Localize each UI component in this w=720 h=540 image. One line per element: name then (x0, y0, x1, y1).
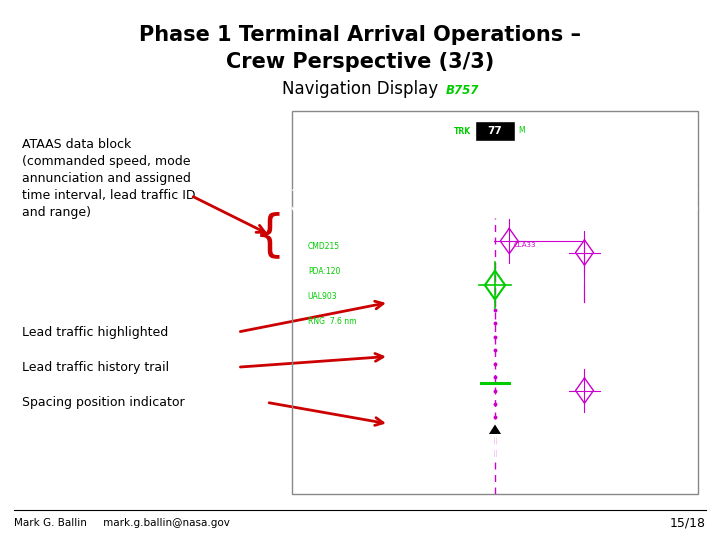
Text: Mark G. Ballin     mark.g.ballin@nasa.gov: Mark G. Ballin mark.g.ballin@nasa.gov (14, 518, 230, 528)
Text: 10: 10 (413, 260, 423, 268)
FancyBboxPatch shape (475, 121, 515, 140)
Text: PDA:120: PDA:120 (308, 267, 341, 276)
Text: UAL903: UAL903 (509, 286, 536, 292)
Text: 15/18: 15/18 (670, 516, 706, 529)
Text: 15: 15 (343, 206, 354, 215)
Text: 0: 0 (605, 407, 609, 413)
Text: 18: 18 (490, 177, 500, 186)
Text: HAA...45: HAA...45 (605, 376, 635, 382)
Text: 10.9NM: 10.9NM (388, 129, 415, 135)
Text: Lead traffic history trail: Lead traffic history trail (22, 361, 168, 374)
Text: AAL943: AAL943 (605, 269, 632, 275)
Text: CLA33: CLA33 (513, 242, 536, 248)
Text: Lead traffic highlighted: Lead traffic highlighted (22, 326, 168, 339)
Text: 77: 77 (487, 126, 503, 136)
Text: Spacing position indicator: Spacing position indicator (22, 396, 184, 409)
Text: ATAAS data block
(commanded speed, mode
annunciation and assigned
time interval,: ATAAS data block (commanded speed, mode … (22, 138, 195, 219)
Text: RNG  7.6 nm: RNG 7.6 nm (308, 317, 356, 326)
Text: UAL903: UAL903 (308, 292, 338, 301)
Text: 0: 0 (585, 286, 589, 292)
Text: HAD54: HAD54 (605, 238, 629, 244)
Text: {: { (254, 211, 286, 259)
Text: M: M (518, 126, 525, 136)
Text: B757: B757 (446, 84, 479, 97)
Text: CMD215: CMD215 (308, 242, 340, 251)
Text: Navigation Display: Navigation Display (282, 80, 438, 98)
Text: Phase 1 Terminal Arrival Operations –: Phase 1 Terminal Arrival Operations – (139, 25, 581, 45)
Text: 1914.3z: 1914.3z (595, 129, 623, 135)
Polygon shape (487, 423, 503, 435)
Text: 10: 10 (413, 344, 423, 353)
Text: Crew Perspective (3/3): Crew Perspective (3/3) (226, 52, 494, 72)
Text: TRK: TRK (454, 127, 471, 136)
Text: 21: 21 (636, 206, 646, 215)
